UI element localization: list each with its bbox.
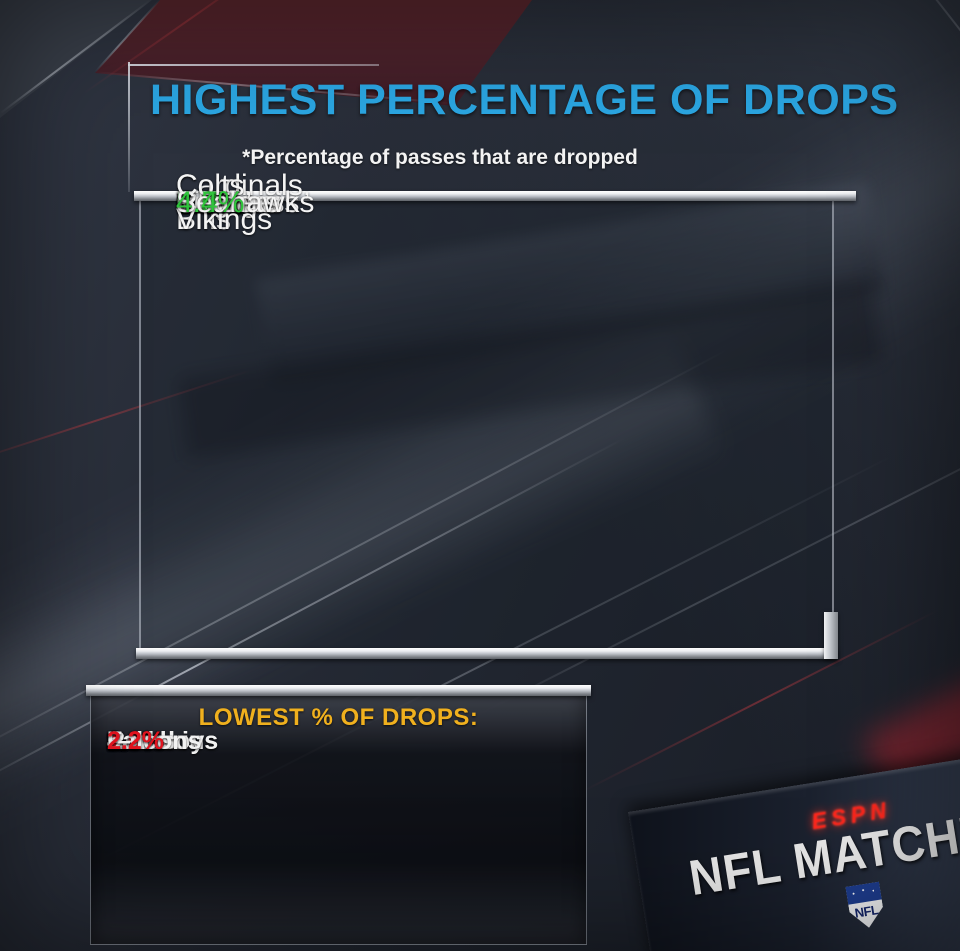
- team-name: Cardinals, Bills: [176, 169, 312, 236]
- drop-percentage: 1.6%: [107, 726, 164, 755]
- team-name: Browns: [176, 186, 277, 219]
- lowest-panel-top-border: [86, 685, 591, 696]
- drop-percentage: 2.2%: [107, 726, 164, 755]
- rank-number: 3.: [107, 726, 128, 755]
- lowest-drops-panel: LOWEST % OF DROPS: 1. Redskins – 0.8% 2.…: [90, 686, 587, 945]
- drop-percentage: 6.8%: [176, 186, 245, 219]
- team-name: Packers: [176, 186, 285, 219]
- highest-drops-table: Browns 7.6% Cardinals, Bills 6.8% Ravens…: [176, 169, 790, 648]
- team-name: Redskins: [107, 726, 219, 755]
- panel-top-border: [134, 191, 856, 201]
- team-name: Raiders: [176, 186, 280, 219]
- team-name: Seahawks: [176, 186, 315, 219]
- separator-dash: –: [117, 726, 131, 755]
- drop-percentage: 4.4%: [176, 186, 245, 219]
- drop-percentage: 4.7%: [176, 186, 245, 219]
- drop-percentage: 6.6%: [176, 186, 245, 219]
- team-name: Rams: [107, 726, 176, 755]
- drop-percentage: 1.4%: [107, 726, 164, 755]
- nfl-shield-icon: NFL: [845, 882, 885, 931]
- drop-percentage: 1.9%: [107, 726, 164, 755]
- panel-corner-border: [824, 612, 838, 659]
- team-name: Eagles: [176, 186, 268, 219]
- drop-percentage: 4.5%: [176, 186, 245, 219]
- separator-dash: –: [117, 726, 131, 755]
- lowest-drops-heading: LOWEST % OF DROPS:: [198, 704, 479, 731]
- drop-percentage: 6.0%: [176, 186, 245, 219]
- team-name: Colts, Vikings: [176, 169, 273, 236]
- page-title: HIGHEST PERCENTAGE OF DROPS: [150, 76, 899, 124]
- rank-number: 4.: [107, 726, 128, 755]
- drop-percentage: 5.6%: [176, 186, 245, 219]
- team-name: Bears: [107, 726, 177, 755]
- drop-percentage: 7.6%: [176, 186, 245, 219]
- team-name: Cowboys: [107, 726, 219, 755]
- separator-dash: –: [117, 726, 131, 755]
- highest-drops-panel: [139, 193, 834, 658]
- drop-percentage: 0.8%: [107, 726, 164, 755]
- title-bracket-horizontal: [128, 64, 379, 66]
- title-bracket-vertical: [128, 62, 130, 192]
- rank-number: 5.: [107, 726, 128, 755]
- team-name: Chargers: [176, 186, 300, 219]
- rank-number: 2.: [107, 726, 128, 755]
- drop-percentage: 6.2%: [176, 186, 245, 219]
- drop-percentage: 5.3%: [176, 186, 245, 219]
- page-subtitle: *Percentage of passes that are dropped: [242, 146, 638, 169]
- panel-bottom-border: [136, 648, 838, 659]
- lowest-drops-list: 1. Redskins – 0.8% 2. Cowboys – 1.4% 3. …: [107, 727, 577, 941]
- team-name: Titans: [176, 186, 257, 219]
- separator-dash: –: [117, 726, 131, 755]
- team-name: Falcons: [107, 726, 202, 755]
- shield-label: NFL: [853, 902, 880, 921]
- team-name: Ravens: [176, 186, 278, 219]
- rank-number: 1.: [107, 726, 128, 755]
- separator-dash: –: [117, 726, 131, 755]
